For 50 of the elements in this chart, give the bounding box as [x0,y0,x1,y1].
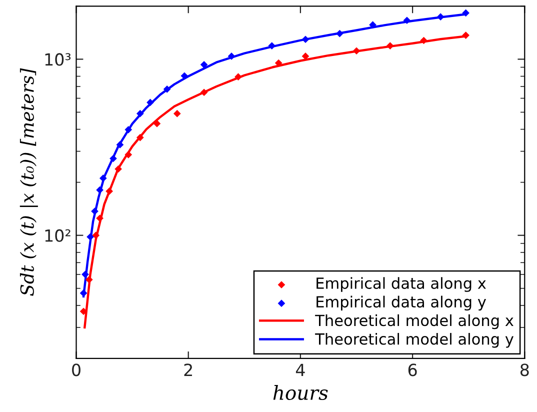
y-axis-title: Sdt (x (t) |x (t₀)) [meters] [20,68,38,296]
legend-label: Empirical data along x [316,277,486,292]
point [124,126,132,134]
point [302,36,310,44]
x-axis-title: hours [273,384,328,400]
point [403,16,411,24]
legend-label: Theoretical model along y [315,332,514,348]
y-tick-label: 10³ [45,53,71,66]
point [369,21,376,29]
point [200,60,208,68]
point [91,208,98,215]
point [110,154,117,162]
point [352,47,360,55]
x-tick-label: 2 [184,364,192,376]
point [99,174,107,182]
point [86,233,94,241]
point [114,165,122,173]
x-tick-label: 6 [408,364,417,376]
point [336,30,344,38]
point [462,32,470,39]
point [163,85,171,93]
point [153,120,161,128]
point [124,151,132,158]
legend-label: Theoretical model along x [315,314,514,330]
point [420,36,428,44]
x-tick-label: 0 [72,364,80,376]
point [386,42,394,50]
point [96,186,104,194]
point [106,188,113,195]
point [136,134,144,142]
point [96,214,104,222]
point [436,13,444,21]
point [462,9,470,17]
x-tick-label: 4 [296,364,305,376]
point [136,110,144,118]
legend-label: Empirical data along y [316,296,486,311]
point [200,88,208,96]
point [302,52,310,60]
point [82,270,89,278]
point [116,141,124,148]
point [173,110,181,118]
point [146,98,154,106]
point [80,289,88,297]
point [228,52,236,60]
point [85,276,93,284]
point [234,73,242,81]
point [92,232,100,240]
x-tick-label: 8 [520,364,529,376]
point [268,42,276,50]
y-tick-label: 10² [45,229,70,242]
